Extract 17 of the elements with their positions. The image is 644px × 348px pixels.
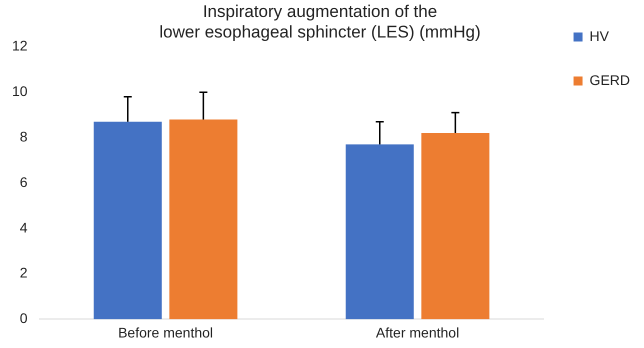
x-tick-label: Before menthol [118, 324, 214, 340]
text: lower esophageal sphincter (LES) (mmHg) [159, 22, 481, 42]
bar [421, 133, 490, 320]
y-tick-label: 8 [20, 128, 28, 144]
bar [346, 144, 414, 320]
text: Inspiratory augmentation of the [202, 2, 438, 21]
legend-label: GERD [590, 72, 630, 88]
y-tick-label: 6 [20, 174, 28, 190]
y-tick-label: 12 [12, 38, 28, 54]
y-tick-label: 2 [20, 264, 28, 281]
x-tick-label: After menthol [376, 324, 460, 340]
y-tick-label: 0 [20, 310, 28, 326]
bar [94, 122, 162, 320]
y-tick-label: 10 [12, 83, 28, 100]
y-tick-label: 4 [20, 219, 28, 236]
legend-label: HV [590, 28, 610, 44]
bar [169, 119, 238, 320]
